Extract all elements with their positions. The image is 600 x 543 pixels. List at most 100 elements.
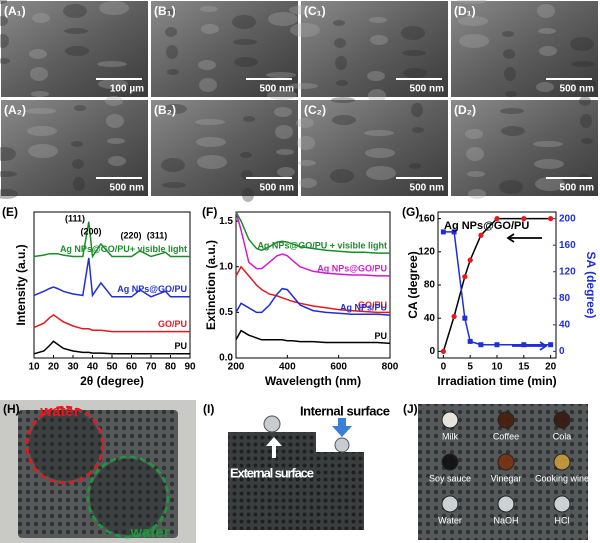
sem-texture [534, 159, 564, 169]
sem-texture [267, 90, 297, 100]
sem-texture [411, 103, 423, 117]
x-tick-label: 10 [491, 362, 503, 373]
sem-texture [198, 60, 216, 70]
sem-texture [99, 1, 129, 15]
droplet [497, 453, 515, 471]
sem-texture [27, 126, 57, 136]
x-tick-label: 80 [165, 362, 177, 373]
sem-label: (C₂) [304, 103, 326, 117]
series-line [235, 265, 390, 314]
sem-texture [275, 125, 293, 139]
sem-texture [370, 35, 388, 45]
sem-texture [63, 4, 87, 18]
sem-texture [335, 56, 347, 70]
marker [548, 342, 554, 348]
sem-texture [505, 91, 517, 97]
sem-texture [0, 16, 8, 26]
series-line [235, 329, 391, 345]
sem-texture [533, 141, 563, 147]
y-axis-label: Extinction (a.u.) [204, 240, 218, 330]
sem-texture [26, 108, 56, 114]
y-tick-label: 160 [418, 213, 435, 224]
sem-texture [330, 169, 354, 183]
droplet-label: Milk [442, 431, 458, 441]
sem-texture [457, 0, 487, 4]
sem-texture [504, 67, 516, 81]
plot-frame [235, 211, 391, 359]
droplet [553, 411, 571, 429]
x-tick-label: 200 [228, 362, 245, 373]
sem-texture [233, 39, 257, 45]
y-tick-label: 0.5 [219, 307, 233, 318]
sem-texture [501, 126, 525, 136]
sem-label: (D₁) [454, 4, 476, 18]
marker [467, 257, 473, 263]
series-label: GO/PU [358, 300, 387, 310]
sem-texture [409, 163, 421, 169]
y2-tick-label: 0 [559, 346, 565, 357]
series-line [33, 340, 190, 355]
sem-texture [106, 114, 124, 128]
sem-texture [364, 130, 394, 136]
arrow [512, 341, 548, 351]
marker [521, 216, 527, 222]
sem-texture [412, 127, 424, 133]
sem-texture [30, 67, 48, 81]
x-tick-label: 600 [330, 362, 347, 373]
sem-label: (B₂) [154, 103, 176, 117]
marker [494, 216, 500, 222]
sem-texture [0, 189, 18, 199]
scale-bar-label: 500 nm [260, 84, 295, 95]
sem-texture [276, 149, 294, 155]
sem-texture [333, 20, 345, 26]
x-axis-label: Irradiation time (min) [437, 374, 556, 388]
marker [462, 315, 468, 321]
x-tick-label: 40 [87, 362, 99, 373]
x-tick-label: 800 [382, 362, 399, 373]
series-line [235, 211, 390, 277]
sem-texture [195, 119, 225, 125]
sem-label: (C₁) [304, 4, 326, 18]
sem-texture [31, 91, 49, 97]
sem-image [301, 100, 448, 196]
droplet [553, 453, 571, 471]
sem-texture [65, 46, 89, 56]
sponge [18, 410, 178, 538]
series-line [33, 313, 190, 333]
panel-label: (G) [402, 205, 419, 219]
sem-texture [334, 38, 346, 48]
sem-texture [266, 72, 296, 78]
photo-text: External surface [230, 465, 314, 480]
photo-text: water [39, 403, 79, 420]
sem-texture [297, 136, 315, 150]
x-tick-label: 30 [67, 362, 79, 373]
sem-texture [199, 78, 217, 92]
scale-bar-label: 500 nm [260, 183, 295, 194]
series-label: Ag NPs@GO/PU+ visible light [60, 244, 187, 254]
droplet-label: HCl [555, 515, 570, 525]
sem-texture [369, 17, 387, 23]
sem-texture [290, 23, 320, 37]
series-label: Ag NPs/PU [340, 302, 387, 312]
sem-texture [536, 82, 554, 92]
droplet-label: Water [438, 515, 462, 525]
x-axis-label: 2θ (degree) [80, 374, 144, 388]
y-tick-label: 1.5 [219, 216, 233, 227]
marker [462, 274, 468, 280]
sem-texture [368, 89, 386, 103]
wet-zone [90, 459, 166, 535]
sem-texture [289, 5, 319, 15]
sem-texture [331, 97, 355, 103]
series-line [33, 221, 190, 259]
x-tick-label: 50 [106, 362, 118, 373]
sem-texture [365, 148, 395, 158]
sem-texture [277, 167, 295, 177]
sem-texture [0, 58, 10, 64]
sem-texture [71, 141, 83, 147]
y-tick-label: 0.0 [219, 353, 233, 364]
marker [451, 229, 457, 235]
sem-texture [243, 116, 255, 122]
x-axis-label: Wavelength (nm) [265, 374, 361, 388]
highlight [86, 455, 170, 539]
